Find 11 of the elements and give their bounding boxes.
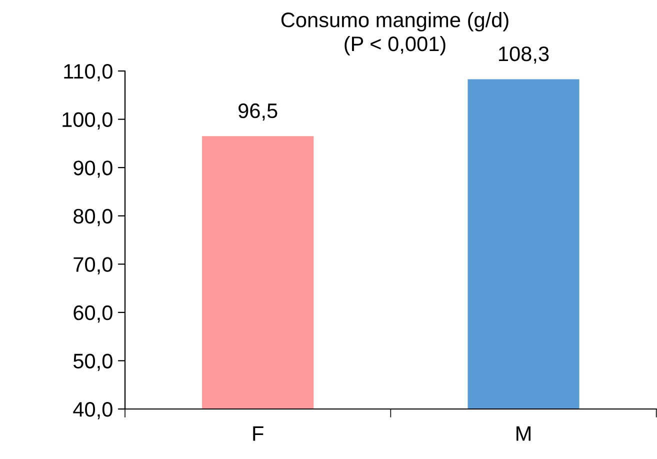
y-tick-label: 50,0	[73, 354, 112, 371]
y-tick-label: 70,0	[74, 257, 112, 274]
y-tick-label: 80,0	[74, 208, 112, 226]
y-tick-label: 60,0	[74, 305, 112, 323]
data-label: 96,5	[238, 103, 278, 121]
y-tick-label: 40,0	[73, 402, 112, 420]
x-tick-label: F	[253, 426, 264, 441]
y-tick-label: 110,0	[64, 64, 112, 82]
y-tick-label: 100,0	[62, 112, 112, 130]
x-tick-label: M	[516, 426, 530, 441]
y-tick-label: 90,0	[74, 160, 112, 178]
